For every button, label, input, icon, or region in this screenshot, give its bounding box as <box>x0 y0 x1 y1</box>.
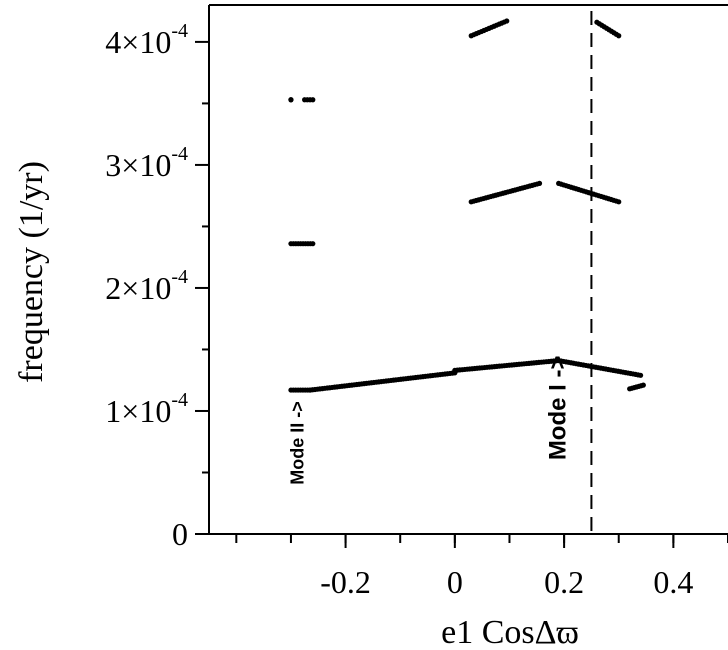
plot-frame <box>208 4 728 535</box>
y-tick-label: 4×10-4 <box>105 20 188 60</box>
data-point-series-3 <box>288 97 294 103</box>
y-axis-title: frequency (1/yr) <box>13 161 50 383</box>
data-point-series-3 <box>504 18 510 24</box>
x-tick-label: 0 <box>447 564 463 600</box>
data-point-series-2 <box>310 241 316 247</box>
data-point-series-3 <box>310 97 316 103</box>
x-tick-label: 0.2 <box>544 564 584 600</box>
data-point-series-2 <box>536 180 543 186</box>
annotations: Mode II -> Mode I -> <box>287 356 571 485</box>
y-tick-label: 2×10-4 <box>105 266 188 306</box>
x-axis-ticks: -0.2 0 0.2 0.4 <box>235 534 728 600</box>
y-tick-label: 1×10-4 <box>105 389 188 429</box>
x-tick-label: -0.2 <box>320 564 371 600</box>
data-point-series-1 <box>637 372 644 378</box>
y-tick-label: 0 <box>172 516 188 552</box>
y-tick-label: 3×10-4 <box>105 143 188 183</box>
annotation-label: Mode II -> <box>287 401 307 485</box>
x-tick-label: 0.4 <box>653 564 693 600</box>
data-point-series-1 <box>640 382 646 388</box>
data-points <box>288 18 646 393</box>
data-point-series-3 <box>616 33 622 39</box>
y-axis-ticks: 0 1×10-4 2×10-4 3×10-4 4×10-4 <box>105 20 209 552</box>
annotation-label: Mode I -> <box>545 356 572 461</box>
x-axis-title: e1 CosΔϖ <box>441 614 579 650</box>
data-point-series-2 <box>616 199 622 205</box>
